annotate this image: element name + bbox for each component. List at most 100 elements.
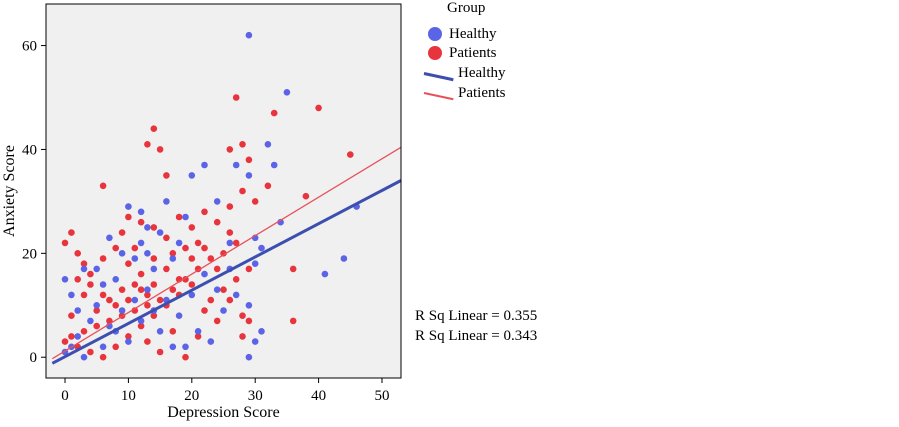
- point-patients-39: [80, 328, 88, 335]
- point-patients-61: [99, 255, 107, 262]
- point-patients-87: [87, 281, 94, 288]
- point-healthy-7: [258, 244, 265, 252]
- point-healthy-31: [144, 286, 151, 294]
- y-axis-label: Anxiety Score: [1, 145, 18, 237]
- point-patients-60: [87, 270, 94, 278]
- point-patients-63: [125, 260, 132, 268]
- point-healthy-65: [118, 250, 126, 257]
- point-patients-46: [125, 333, 132, 340]
- point-healthy-35: [118, 307, 126, 314]
- y-tick-label: 0: [30, 350, 38, 366]
- point-patients-11: [144, 141, 151, 148]
- x-tick-label: 30: [248, 388, 263, 404]
- point-patients-65: [150, 281, 158, 288]
- point-patients-23: [226, 203, 234, 210]
- point-healthy-62: [68, 291, 75, 299]
- point-patients-25: [251, 198, 259, 205]
- point-healthy-42: [99, 343, 107, 351]
- point-healthy-2: [264, 141, 272, 148]
- point-healthy-57: [156, 328, 164, 335]
- point-patients-86: [144, 291, 151, 299]
- point-healthy-14: [258, 328, 265, 335]
- point-patients-97: [182, 244, 189, 252]
- point-patients-62: [112, 244, 119, 252]
- legend-item-healthy-marker: Healthy: [424, 24, 496, 44]
- point-healthy-13: [251, 260, 259, 268]
- point-healthy-8: [270, 161, 278, 169]
- point-patients-92: [137, 286, 145, 294]
- point-healthy-61: [61, 276, 69, 283]
- point-patients-0: [315, 104, 322, 112]
- point-patients-56: [68, 229, 75, 236]
- point-patients-2: [232, 94, 240, 101]
- point-patients-48: [150, 312, 158, 320]
- r-squared-patients: R Sq Linear = 0.343: [415, 328, 538, 344]
- point-patients-38: [93, 322, 100, 330]
- x-tick-label: 50: [374, 388, 389, 404]
- point-patients-57: [61, 239, 69, 247]
- x-axis-label: Depression Score: [167, 404, 279, 421]
- point-healthy-36: [87, 317, 94, 325]
- fit-line-healthy: [51, 179, 402, 365]
- point-healthy-50: [201, 270, 208, 278]
- point-patients-89: [99, 291, 107, 299]
- point-patients-73: [169, 328, 177, 335]
- scatter-points: [61, 31, 360, 361]
- point-healthy-55: [220, 307, 227, 314]
- legend-marker-icon: [428, 46, 442, 60]
- point-patients-19: [175, 213, 183, 221]
- point-patients-83: [80, 291, 88, 299]
- point-patients-76: [207, 296, 215, 304]
- point-healthy-9: [245, 172, 253, 179]
- point-patients-69: [201, 244, 208, 252]
- y-tick-label: 60: [22, 39, 37, 55]
- point-healthy-64: [74, 307, 81, 314]
- point-patients-64: [137, 270, 145, 278]
- point-patients-17: [150, 224, 158, 231]
- axes: 0 10 20 30 40 50 0 20 40 60: [22, 39, 389, 404]
- legend-marker-icon: [428, 27, 442, 41]
- point-healthy-0: [245, 31, 253, 39]
- point-healthy-17: [245, 353, 253, 361]
- legend-item-healthy-line: Healthy: [423, 63, 505, 83]
- point-patients-4: [302, 192, 310, 200]
- point-patients-34: [144, 302, 151, 309]
- point-patients-58: [74, 250, 81, 257]
- point-healthy-25: [137, 208, 145, 216]
- point-healthy-38: [74, 333, 81, 340]
- point-patients-29: [207, 255, 215, 262]
- point-healthy-29: [137, 239, 145, 247]
- point-patients-3: [347, 151, 354, 158]
- point-patients-75: [194, 333, 202, 340]
- point-patients-66: [163, 265, 170, 273]
- point-patients-33: [156, 296, 164, 304]
- point-healthy-69: [144, 250, 151, 257]
- point-healthy-26: [144, 224, 151, 231]
- point-patients-1: [270, 109, 278, 117]
- point-patients-85: [131, 281, 139, 288]
- point-healthy-63: [93, 265, 100, 273]
- point-patients-13: [163, 172, 170, 179]
- point-healthy-48: [175, 312, 183, 320]
- point-patients-91: [125, 296, 132, 304]
- point-healthy-54: [207, 338, 215, 345]
- point-patients-18: [163, 234, 170, 242]
- point-patients-93: [150, 255, 158, 262]
- point-patients-53: [213, 317, 221, 325]
- point-patients-51: [188, 281, 196, 288]
- point-patients-8: [245, 156, 253, 164]
- point-patients-94: [118, 229, 126, 236]
- point-patients-54: [226, 296, 234, 304]
- point-patients-55: [239, 312, 246, 320]
- x-tick-label: 40: [311, 388, 326, 404]
- point-healthy-22: [182, 213, 189, 221]
- point-patients-71: [144, 338, 151, 345]
- point-patients-35: [131, 307, 139, 314]
- point-healthy-10: [232, 161, 240, 169]
- legend-title: Group: [447, 0, 486, 16]
- point-patients-82: [93, 307, 100, 314]
- x-tick-label: 0: [61, 388, 69, 404]
- point-healthy-34: [93, 302, 100, 309]
- point-patients-28: [232, 239, 240, 247]
- point-patients-59: [80, 260, 88, 268]
